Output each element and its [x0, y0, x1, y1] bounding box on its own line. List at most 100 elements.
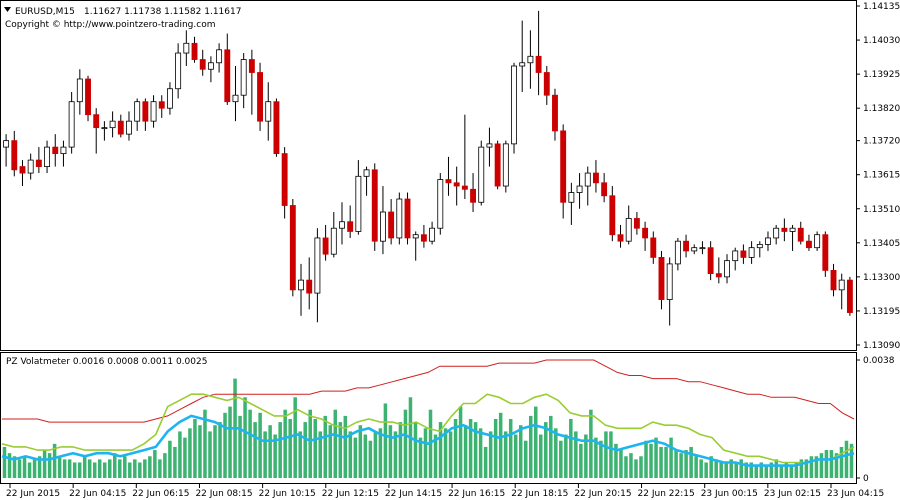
volatility-bar: [333, 409, 338, 478]
volatility-bar: [143, 459, 147, 478]
volatility-bar: [639, 456, 643, 478]
volatility-bar: [27, 462, 32, 478]
volatility-bar: [604, 431, 608, 478]
candle-bear: [404, 198, 411, 239]
volatility-bar: [208, 431, 212, 478]
time-tick-label: 23 Jun 02:15: [764, 489, 821, 499]
price-tick-label: 1.14135: [863, 2, 900, 12]
volatility-bar: [353, 437, 358, 478]
volatility-bar: [704, 462, 708, 478]
candle-bull: [265, 101, 272, 122]
volatility-bar: [804, 459, 809, 478]
candle-bear: [461, 185, 468, 190]
volatility-bar: [158, 459, 162, 478]
volatility-bar: [724, 462, 728, 478]
candle-bull: [3, 140, 10, 148]
volatility-bar: [238, 415, 242, 478]
candle-bear: [248, 59, 255, 73]
volatility-bar: [744, 462, 749, 478]
volatility-bar: [338, 422, 343, 478]
volatility-bar: [433, 434, 438, 478]
candle-bear: [642, 227, 649, 239]
volatility-bar: [92, 462, 97, 478]
candle-bear: [306, 279, 313, 294]
indicator-plot: [1, 359, 855, 478]
volatility-bar: [423, 428, 428, 478]
candle-bear: [93, 114, 100, 129]
volatility-bar: [87, 459, 92, 478]
volatility-bar: [2, 446, 7, 478]
volatility-bar: [503, 431, 508, 478]
volatility-bar: [754, 465, 759, 478]
volatility-bar: [453, 419, 458, 478]
candle-bull: [27, 159, 34, 174]
volatility-bar: [654, 437, 658, 478]
volatility-bar: [218, 422, 222, 478]
volatility-bar: [113, 453, 117, 478]
volatility-bar: [178, 431, 182, 478]
volatility-bar: [42, 450, 47, 478]
candle-bull: [216, 49, 223, 64]
candle-bull: [380, 211, 386, 242]
volatility-bar: [814, 456, 819, 478]
volatility-bar: [779, 465, 784, 478]
candle-bear: [289, 205, 296, 291]
candle-bear: [158, 101, 165, 109]
candle-bull: [175, 52, 182, 90]
candle-bear: [560, 130, 567, 203]
volatility-bar: [764, 465, 769, 478]
candle-bear: [257, 72, 263, 122]
volatility-bar: [168, 440, 172, 478]
volatility-bar: [829, 450, 834, 478]
candle-bear: [715, 273, 722, 278]
time-tick-label: 22 Jun 22:15: [638, 489, 695, 499]
candle-bull: [748, 247, 755, 258]
volatility-bar: [599, 440, 603, 478]
candle-bull: [412, 234, 419, 239]
candle-bear: [830, 269, 837, 291]
candle-bull: [240, 59, 247, 96]
volatility-bar: [188, 428, 192, 478]
candle-bull: [773, 227, 780, 239]
volatility-bar: [624, 456, 628, 478]
candle-bull: [314, 237, 321, 294]
candle-bear: [19, 166, 26, 174]
candle-bull: [60, 146, 67, 155]
price-tick-label: 1.13405: [863, 239, 900, 249]
volatility-bar: [569, 419, 573, 478]
volatility-bar: [629, 453, 633, 478]
candle-bear: [11, 140, 18, 171]
candle-bull: [502, 143, 509, 187]
volatility-bar: [844, 440, 849, 478]
volatility-bar: [62, 459, 67, 478]
price-tick-label: 1.13300: [863, 273, 900, 283]
dropdown-triangle-icon[interactable]: [4, 7, 11, 12]
candle-bear: [617, 234, 624, 242]
volatility-bar: [32, 459, 37, 478]
time-tick-label: 22 Jun 08:15: [195, 489, 252, 499]
volatility-bar: [323, 415, 328, 478]
volatility-bar: [699, 459, 703, 478]
volatility-bar: [774, 459, 779, 478]
volatility-bar: [533, 406, 538, 478]
candle-bull: [568, 192, 575, 203]
candle-bull: [298, 279, 304, 291]
volatility-bar: [102, 462, 107, 478]
candle-bear: [707, 247, 714, 275]
cyan-series-line: [1, 414, 855, 467]
candle-bear: [593, 172, 599, 184]
candle-bear: [322, 237, 329, 255]
price-tick-label: 1.13615: [863, 171, 900, 181]
volatility-bar: [609, 431, 613, 478]
volatility-bar: [734, 462, 738, 478]
candle-bear: [650, 237, 657, 258]
volatility-bar: [22, 456, 27, 478]
candle-bear: [781, 227, 788, 232]
volatility-bar: [82, 456, 87, 478]
volatility-bar: [674, 450, 678, 478]
volatility-bar: [634, 459, 638, 478]
volatility-bar: [293, 397, 297, 478]
candle-bull: [183, 42, 190, 54]
volatility-bar: [809, 456, 814, 478]
candle-bear: [494, 143, 501, 187]
